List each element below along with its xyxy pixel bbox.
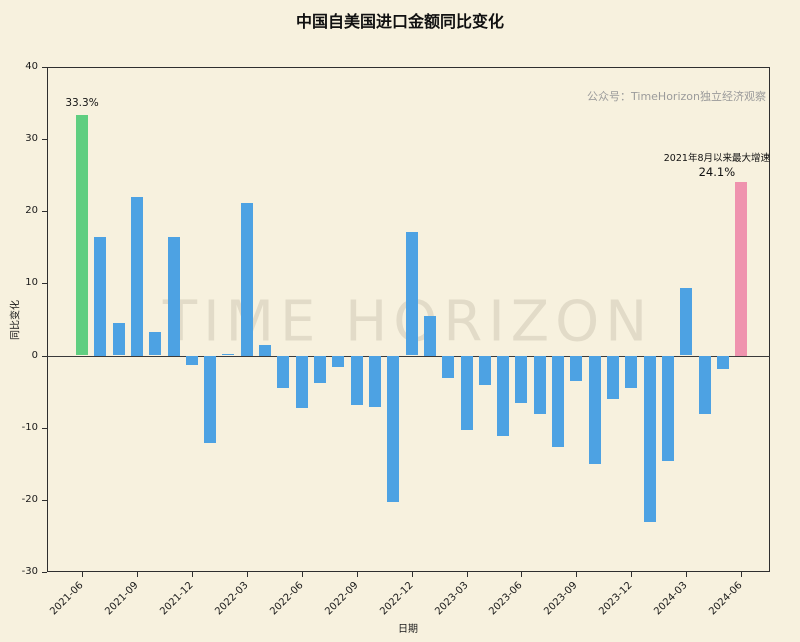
bar xyxy=(314,356,326,383)
bar xyxy=(479,356,491,385)
bar xyxy=(113,323,125,355)
y-tick-label: -30 xyxy=(21,566,38,577)
x-tick-label: 2021-12 xyxy=(158,580,196,618)
first-bar-value-label: 33.3% xyxy=(65,97,99,109)
y-axis-label: 同比变化 xyxy=(10,300,22,340)
y-tick-label: -10 xyxy=(21,422,38,433)
x-tick-mark xyxy=(82,572,83,577)
y-tick-label: 0 xyxy=(31,350,38,361)
bar xyxy=(515,356,527,403)
y-tick-mark xyxy=(42,356,47,357)
bar xyxy=(589,356,601,464)
y-tick-mark xyxy=(42,211,47,212)
y-tick-mark xyxy=(42,67,47,68)
bar xyxy=(424,316,436,356)
x-tick-mark xyxy=(576,572,577,577)
bar xyxy=(699,356,711,414)
x-tick-label: 2021-06 xyxy=(48,580,86,618)
bar xyxy=(552,356,564,447)
bar xyxy=(644,356,656,522)
plot-area-frame xyxy=(47,67,770,572)
bar xyxy=(625,356,637,388)
last-bar-value-label: 24.1% xyxy=(698,165,736,179)
x-tick-mark xyxy=(247,572,248,577)
chart-title: 中国自美国进口金额同比变化 xyxy=(295,12,504,31)
y-tick-label: 20 xyxy=(25,205,38,216)
y-tick-mark xyxy=(42,428,47,429)
bar xyxy=(570,356,582,381)
bar xyxy=(259,345,271,356)
bar xyxy=(680,288,692,355)
x-tick-label: 2022-09 xyxy=(323,580,361,618)
bar xyxy=(387,356,399,502)
x-tick-label: 2023-06 xyxy=(487,580,525,618)
x-tick-mark xyxy=(357,572,358,577)
bar xyxy=(186,356,198,365)
y-tick-label: -20 xyxy=(21,494,38,505)
x-tick-mark xyxy=(467,572,468,577)
x-tick-mark xyxy=(192,572,193,577)
x-tick-mark xyxy=(686,572,687,577)
bar xyxy=(607,356,619,399)
bar xyxy=(351,356,363,405)
x-tick-label: 2021-09 xyxy=(103,580,141,618)
x-tick-mark xyxy=(137,572,138,577)
bar xyxy=(241,203,253,356)
bar xyxy=(332,356,344,367)
bar xyxy=(406,232,418,355)
bar xyxy=(94,237,106,356)
y-tick-mark xyxy=(42,139,47,140)
bar xyxy=(461,356,473,430)
x-tick-mark xyxy=(302,572,303,577)
zero-baseline xyxy=(47,356,770,357)
bar xyxy=(76,115,88,355)
x-tick-label: 2022-12 xyxy=(378,580,416,618)
x-tick-label: 2024-06 xyxy=(707,580,745,618)
bar xyxy=(149,332,161,355)
y-tick-label: 30 xyxy=(25,133,38,144)
bar xyxy=(735,182,747,356)
x-tick-label: 2022-06 xyxy=(268,580,306,618)
bar xyxy=(296,356,308,408)
x-tick-label: 2024-03 xyxy=(652,580,690,618)
bar xyxy=(534,356,546,414)
x-tick-mark xyxy=(631,572,632,577)
bar xyxy=(717,356,729,369)
x-tick-mark xyxy=(521,572,522,577)
last-bar-annotation: 2021年8月以来最大增速 24.1% xyxy=(664,150,770,179)
bar xyxy=(662,356,674,461)
y-tick-label: 40 xyxy=(25,61,38,72)
bar xyxy=(168,237,180,356)
y-tick-label: 10 xyxy=(25,277,38,288)
bar xyxy=(277,356,289,388)
x-tick-mark xyxy=(741,572,742,577)
x-tick-label: 2023-12 xyxy=(597,580,635,618)
last-bar-note: 2021年8月以来最大增速 xyxy=(663,153,770,164)
x-tick-mark xyxy=(412,572,413,577)
y-tick-mark xyxy=(42,283,47,284)
x-axis-label: 日期 xyxy=(398,624,418,635)
x-tick-label: 2023-03 xyxy=(433,580,471,618)
y-tick-mark xyxy=(42,500,47,501)
bar xyxy=(131,197,143,356)
source-note: 公众号：TimeHorizon独立经济观察 xyxy=(587,90,766,103)
bar xyxy=(222,354,234,355)
y-tick-mark xyxy=(42,572,47,573)
bar xyxy=(369,356,381,407)
x-tick-label: 2022-03 xyxy=(213,580,251,618)
bar xyxy=(442,356,454,378)
bar xyxy=(204,356,216,443)
x-tick-label: 2023-09 xyxy=(542,580,580,618)
bar xyxy=(497,356,509,436)
